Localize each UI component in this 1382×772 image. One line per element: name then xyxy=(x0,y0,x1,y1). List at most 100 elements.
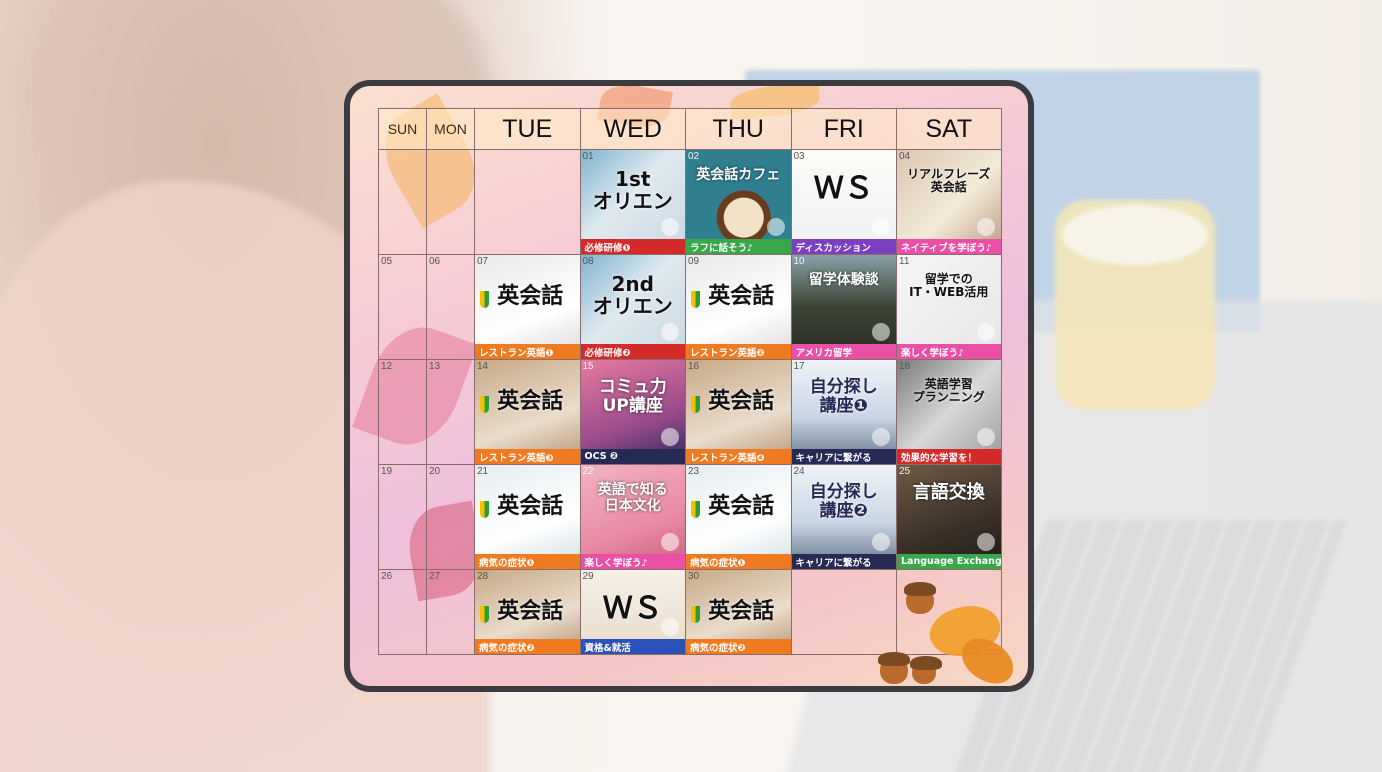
week-row: 01 1st オリエン 必修研修❶ 02 英会話カフェ ラフに話そう♪ 03 ＷＳ ディスカッシ… xyxy=(378,150,1008,255)
day-cell[interactable]: 16 英会話 レストラン英語❹ xyxy=(685,360,791,465)
day-number: 18 xyxy=(899,361,911,372)
day-number: 11 xyxy=(899,256,910,267)
event-tag: 楽しく学ぼう♪ xyxy=(897,344,1001,359)
event-card[interactable]: 留学での IT・WEB活用楽しく学ぼう♪ xyxy=(897,255,1001,359)
day-cell[interactable]: 22 英語で知る 日本文化 楽しく学ぼう♪ xyxy=(579,465,685,570)
event-card[interactable]: 英会話 レストラン英語❶ xyxy=(475,255,580,359)
day-cell[interactable]: 21 英会話 病気の症状❶ xyxy=(474,465,580,570)
translate-icon xyxy=(976,533,995,551)
day-cell[interactable]: 01 1st オリエン 必修研修❶ xyxy=(579,150,685,255)
wakaba-icon xyxy=(480,396,489,413)
event-card[interactable]: 英会話カフェ ラフに話そう♪ xyxy=(686,150,791,254)
event-title: 2nd オリエン xyxy=(592,272,673,319)
wakaba-icon xyxy=(480,501,489,518)
day-cell[interactable]: 25 言語交換 Language Exchange xyxy=(896,465,1002,570)
day-cell[interactable]: 23 英会話 病気の症状❶ xyxy=(685,465,791,570)
day-cell: 05 xyxy=(378,255,426,360)
wakaba-icon xyxy=(480,606,489,623)
wakaba-icon xyxy=(691,291,700,308)
event-card[interactable]: 英会話 病気の症状❶ xyxy=(686,465,791,569)
day-cell[interactable]: 11 留学での IT・WEB活用 楽しく学ぼう♪ xyxy=(896,255,1002,360)
blossom-icon xyxy=(661,533,679,551)
compass-icon xyxy=(872,533,890,551)
day-number: 12 xyxy=(381,361,393,372)
event-card[interactable]: ＷＳ 資格&就活 xyxy=(580,570,685,654)
event-title: 英会話 xyxy=(708,599,775,624)
event-card[interactable]: 自分探し 講座❶ キャリアに繋がる xyxy=(791,360,896,464)
wakaba-icon xyxy=(691,396,700,413)
event-title: 留学での IT・WEB活用 xyxy=(909,272,989,300)
event-tag: 必修研修❷ xyxy=(580,344,685,359)
event-title: 言語交換 xyxy=(912,482,985,503)
event-tag: レストラン英語❷ xyxy=(686,344,791,359)
event-card[interactable]: 英会話 レストラン英語❹ xyxy=(686,360,791,464)
event-title: 英会話 xyxy=(708,284,775,309)
event-title: 自分探し 講座❷ xyxy=(809,482,878,522)
day-cell[interactable]: 30 英会話 病気の症状❷ xyxy=(685,570,791,655)
day-cell: 06 xyxy=(426,255,474,360)
coffee-icon xyxy=(766,218,785,236)
day-cell[interactable]: 08 2nd オリエン 必修研修❷ xyxy=(579,255,685,360)
day-cell[interactable]: 29 ＷＳ 資格&就活 xyxy=(579,570,685,655)
event-card[interactable]: 英会話 病気の症状❷ xyxy=(686,570,791,654)
hammer-icon xyxy=(661,218,679,236)
event-tag: ネイティブを学ぼう♪ xyxy=(897,239,1001,254)
event-card[interactable]: ＷＳ ディスカッション xyxy=(791,150,896,254)
event-card[interactable]: コミュ力 UP講座 OCS ❷ xyxy=(580,360,685,464)
week-row: 05 06 07 英会話 レストラン英語❶ 08 2nd オリエン 必修研修❷ 09 英会話 レスト… xyxy=(378,255,1008,360)
hand-icon xyxy=(661,428,679,446)
day-cell[interactable]: 04 リアルフレーズ 英会話 ネイティブを学ぼう♪ xyxy=(896,150,1002,255)
day-cell[interactable]: 15 コミュ力 UP講座 OCS ❷ xyxy=(579,360,685,465)
event-tag: 楽しく学ぼう♪ xyxy=(580,554,685,569)
event-title: 英語で知る 日本文化 xyxy=(597,482,668,514)
day-cell: 13 xyxy=(426,360,474,465)
event-title: 英会話カフェ xyxy=(696,167,781,183)
event-title: 英語学習 プランニング xyxy=(912,377,985,405)
day-cell xyxy=(378,150,426,255)
event-tag: 効果的な学習を！ xyxy=(897,449,1001,464)
event-title: 自分探し 講座❶ xyxy=(809,377,878,417)
day-cell[interactable]: 14 英会話 レストラン英語❸ xyxy=(474,360,580,465)
day-cell xyxy=(474,150,580,255)
calendar-frame: SUN MON TUE WED THU FRI SAT 01 1st オリエン 必修… xyxy=(344,80,1034,692)
event-title: 英会話 xyxy=(497,494,564,519)
event-tag: ラフに話そう♪ xyxy=(686,239,791,254)
day-cell xyxy=(426,150,474,255)
event-card[interactable]: 留学体験談 アメリカ留学 xyxy=(791,255,896,359)
event-card[interactable]: 英語学習 プランニング効果的な学習を！ xyxy=(897,360,1001,464)
day-cell[interactable]: 07 英会話 レストラン英語❶ xyxy=(474,255,580,360)
event-tag: OCS ❷ xyxy=(580,449,685,464)
day-cell[interactable]: 28 英会話 病気の症状❷ xyxy=(474,570,580,655)
event-card[interactable]: 自分探し 講座❷ キャリアに繋がる xyxy=(791,465,896,569)
event-title: コミュ力 UP講座 xyxy=(598,377,667,417)
event-card[interactable]: 2nd オリエン必修研修❷ xyxy=(580,255,685,359)
day-cell[interactable]: 24 自分探し 講座❷ キャリアに繋がる xyxy=(790,465,896,570)
event-title: 英会話 xyxy=(708,494,775,519)
event-card[interactable]: 英会話 病気の症状❶ xyxy=(475,465,580,569)
event-card[interactable]: 言語交換 Language Exchange xyxy=(897,465,1001,569)
day-cell[interactable]: 18 英語学習 プランニング効果的な学習を！ xyxy=(896,360,1002,465)
week-row: 12 13 14 英会話 レストラン英語❸ 15 コミュ力 UP講座 OCS ❷ 16 英会話 レス… xyxy=(378,360,1008,465)
day-number: 03 xyxy=(793,151,805,162)
day-cell: 19 xyxy=(378,465,426,570)
event-title: ＷＳ xyxy=(602,591,663,626)
day-cell[interactable]: 10 留学体験談 アメリカ留学 xyxy=(790,255,896,360)
acorn-icon xyxy=(878,652,910,684)
day-number: 24 xyxy=(793,466,805,477)
event-title: 英会話 xyxy=(497,599,564,624)
event-card[interactable]: 英会話レストラン英語❷ xyxy=(686,255,791,359)
event-card[interactable]: 英会話 病気の症状❷ xyxy=(475,570,580,654)
event-card[interactable]: 英語で知る 日本文化楽しく学ぼう♪ xyxy=(580,465,685,569)
day-number: 15 xyxy=(582,361,594,372)
event-card[interactable]: 1st オリエン 必修研修❶ xyxy=(580,150,685,254)
event-tag: キャリアに繋がる xyxy=(791,554,896,569)
event-card[interactable]: リアルフレーズ 英会話 ネイティブを学ぼう♪ xyxy=(897,150,1001,254)
day-cell[interactable]: 02 英会話カフェ ラフに話そう♪ xyxy=(685,150,791,255)
day-cell[interactable]: 17 自分探し 講座❶ キャリアに繋がる xyxy=(790,360,896,465)
day-cell[interactable]: 03 ＷＳ ディスカッション xyxy=(790,150,896,255)
compass-icon xyxy=(872,428,890,446)
wakaba-icon xyxy=(691,606,700,623)
day-cell[interactable]: 09 英会話 レストラン英語❷ xyxy=(685,255,791,360)
event-card[interactable]: 英会話 レストラン英語❸ xyxy=(475,360,580,464)
event-title: 英会話 xyxy=(708,389,775,414)
